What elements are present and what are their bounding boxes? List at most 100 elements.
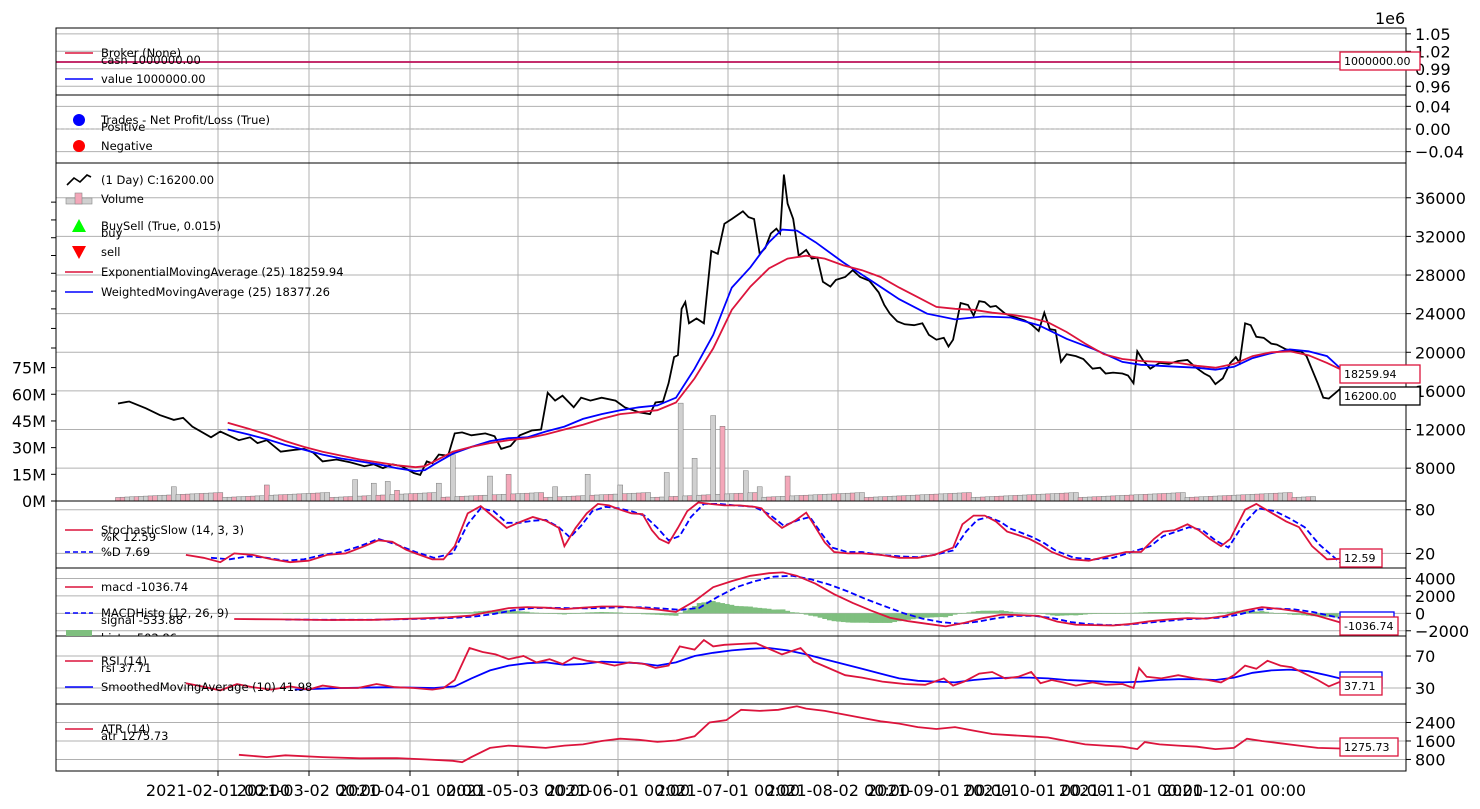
volume-bar bbox=[152, 495, 158, 502]
x-tick-label: 2021-10-01 00:00 bbox=[963, 781, 1107, 800]
macd-histo-bar bbox=[1296, 613, 1302, 615]
volume-bar bbox=[636, 492, 642, 502]
macd-histo-bar bbox=[431, 612, 437, 614]
macd-histo-bar bbox=[836, 613, 842, 622]
macd-histo-bar bbox=[710, 600, 716, 614]
macd-histo-bar bbox=[543, 613, 549, 614]
volume-bar bbox=[412, 493, 419, 502]
legend-histo-swatch bbox=[66, 630, 92, 636]
macd-histo-bar bbox=[1003, 611, 1009, 614]
macd-histo-bar bbox=[603, 612, 609, 614]
volume-bar bbox=[1263, 493, 1270, 502]
macd-histo-bar bbox=[375, 613, 381, 614]
x-tick-label: 2021-08-02 00:00 bbox=[766, 781, 910, 800]
macd-histo-bar bbox=[613, 612, 619, 614]
macd-histo-bar bbox=[399, 613, 405, 614]
volume-bar bbox=[291, 493, 298, 502]
volume-bar bbox=[1296, 496, 1302, 502]
stoch-d-line bbox=[210, 502, 1341, 564]
legend-sell-swatch bbox=[72, 246, 86, 259]
y-tick-label: 1.02 bbox=[1415, 42, 1451, 61]
legend-broker: Broker (None) bbox=[101, 46, 181, 60]
volume-bar bbox=[1180, 492, 1186, 502]
ema-last-label: 18259.94 bbox=[1344, 368, 1397, 381]
macd-histo-bar bbox=[1324, 613, 1330, 617]
macd-histo-bar bbox=[473, 611, 479, 614]
volume-bar bbox=[1166, 492, 1172, 502]
volume-bar bbox=[729, 493, 735, 502]
volume-bar bbox=[747, 492, 754, 502]
macd-histo-bar bbox=[1143, 612, 1149, 614]
volume-bar bbox=[273, 494, 279, 502]
macd-histo-bar bbox=[636, 613, 642, 614]
y-tick-label: 30 bbox=[1415, 679, 1435, 698]
legend-stochastic: StochasticSlow (14, 3, 3) bbox=[101, 523, 244, 537]
volume-bar bbox=[1221, 495, 1228, 502]
macd-histo-bar bbox=[608, 612, 614, 614]
broker-last-label-box bbox=[1339, 51, 1421, 71]
volume-bar bbox=[789, 495, 795, 502]
volume-bar bbox=[398, 493, 405, 502]
macd-histo-bar bbox=[673, 613, 679, 616]
macd-histo-bar bbox=[1087, 613, 1093, 615]
macd-histo-bar bbox=[440, 612, 446, 614]
volume-bar bbox=[515, 493, 521, 502]
macd-histo-bar bbox=[640, 613, 646, 615]
volume-bar bbox=[877, 496, 884, 502]
volume-bar bbox=[1207, 496, 1214, 502]
macd-histo-bar bbox=[1268, 612, 1274, 614]
volume-bar bbox=[547, 496, 554, 502]
macd-histo-bar bbox=[1171, 612, 1177, 614]
macd-histo-bar bbox=[919, 613, 925, 618]
macd-histo-bar bbox=[687, 608, 693, 614]
macd-histo-bar bbox=[445, 612, 451, 614]
macd-histo-bar bbox=[799, 613, 805, 614]
macd-histo-bar bbox=[947, 613, 953, 616]
volume-bar bbox=[282, 494, 289, 502]
broker-offset-label: 1e6 bbox=[1375, 9, 1405, 28]
macd-histo-bar bbox=[520, 611, 526, 614]
macd-histo-bar bbox=[878, 613, 884, 623]
macd-histo-bar bbox=[961, 613, 967, 614]
volume-bar bbox=[166, 494, 172, 502]
macd-histo-bar bbox=[1064, 613, 1070, 616]
macd-histo-bar bbox=[826, 613, 832, 621]
legend-histo: histo -502.86 bbox=[101, 631, 177, 645]
close-last-label-box bbox=[1339, 386, 1421, 406]
volume-bar bbox=[701, 494, 707, 502]
macd-histo-bar bbox=[631, 613, 637, 614]
macd-histo-bar bbox=[1040, 613, 1046, 614]
volume-bar bbox=[217, 492, 224, 502]
macd-histo-bar bbox=[459, 612, 465, 614]
macd-histo-bar bbox=[659, 613, 665, 616]
volume-bar bbox=[756, 486, 763, 502]
macd-histo-bar bbox=[1129, 612, 1135, 614]
volume-bar bbox=[138, 496, 144, 502]
macd-histo-bar bbox=[994, 610, 1000, 614]
macd-histo-bar bbox=[794, 612, 800, 614]
volume-bar bbox=[1012, 495, 1019, 502]
y-tick-label: 4000 bbox=[1415, 569, 1456, 588]
volume-bar bbox=[598, 494, 605, 502]
volume-bar bbox=[863, 497, 870, 502]
volume-bar bbox=[333, 496, 340, 502]
volume-bar bbox=[366, 495, 372, 502]
macd-histo-bar bbox=[1012, 612, 1018, 614]
macd-histo-bar bbox=[1277, 613, 1283, 614]
volume-bar bbox=[975, 496, 981, 502]
legend-close: (1 Day) C:16200.00 bbox=[101, 173, 214, 187]
macd-histo-bar bbox=[943, 613, 949, 618]
close-line bbox=[117, 174, 1341, 476]
volume-bar bbox=[919, 494, 926, 502]
volume-bar bbox=[1184, 497, 1191, 502]
macd-histo-bar bbox=[1217, 612, 1223, 614]
legend-close-swatch bbox=[66, 174, 92, 186]
macd-histo-bar bbox=[1273, 613, 1279, 614]
volume-bar bbox=[510, 493, 516, 502]
volume-bar bbox=[115, 497, 121, 502]
macd-histo-bar bbox=[329, 613, 335, 614]
macd-histo-bar bbox=[468, 612, 474, 614]
volume-bar bbox=[659, 496, 665, 502]
legend-value: value 1000000.00 bbox=[101, 72, 206, 86]
volume-bar bbox=[1254, 493, 1260, 502]
